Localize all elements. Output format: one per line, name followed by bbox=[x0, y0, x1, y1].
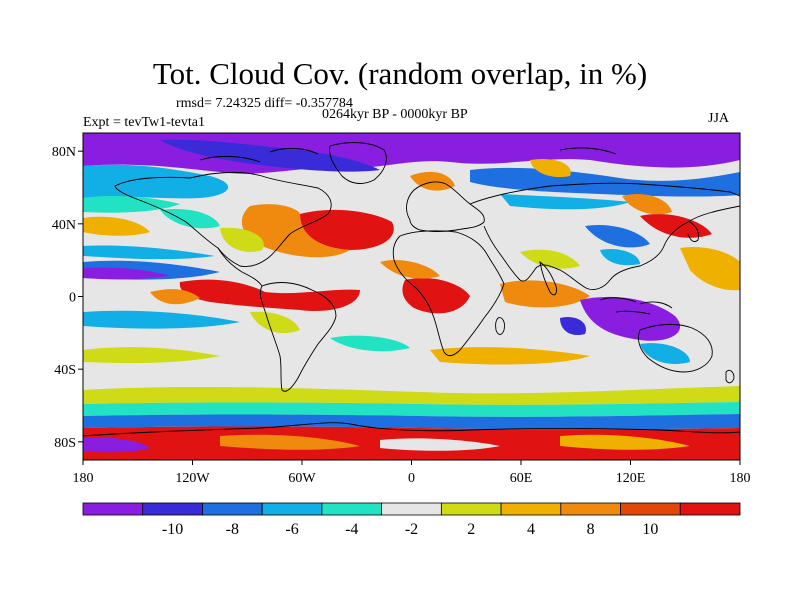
colorbar-swatch bbox=[440, 502, 502, 516]
field-tropam-red bbox=[179, 279, 360, 312]
colorbar-swatch bbox=[560, 502, 621, 516]
colorbar-label: -6 bbox=[285, 521, 298, 538]
field-pacific-purple-band bbox=[83, 267, 170, 280]
coast-north-america bbox=[114, 171, 332, 267]
lat-tick-label: 40S bbox=[54, 363, 76, 378]
field-asia-blue bbox=[585, 224, 650, 248]
colorbar-label: 8 bbox=[587, 521, 595, 538]
lon-tick-label: 120W bbox=[175, 471, 210, 486]
lat-tick-label: 40N bbox=[52, 218, 76, 233]
coast-south-america bbox=[259, 282, 337, 392]
lon-tick-label: 180 bbox=[73, 471, 94, 486]
lat-tick-label: 0 bbox=[69, 291, 76, 306]
colorbar-swatch bbox=[620, 502, 681, 516]
field-s-pacific-yellow bbox=[83, 347, 220, 364]
colorbar-swatch bbox=[679, 502, 741, 516]
field-wpac-orange bbox=[680, 246, 740, 291]
coast-central-america bbox=[217, 247, 263, 287]
colorbar-swatch bbox=[202, 502, 263, 516]
field-ne-russia-orange bbox=[530, 158, 571, 178]
field-antarctic-white bbox=[380, 438, 500, 451]
experiment-label: Expt = tevTw1-tevta1 bbox=[83, 115, 205, 130]
lon-tick-label: 120E bbox=[616, 471, 646, 486]
coast-madagascar bbox=[495, 317, 505, 335]
coast-asia bbox=[469, 182, 740, 291]
colorbar-label: 4 bbox=[527, 521, 535, 538]
field-na-teal bbox=[160, 208, 220, 229]
field-scandinavia-orange bbox=[410, 171, 455, 191]
field-so-teal bbox=[83, 402, 740, 417]
latitude-axis: 80N 40N 0 40S 80S bbox=[52, 145, 83, 451]
field-africa-red bbox=[402, 277, 470, 314]
coast-india bbox=[539, 260, 557, 296]
field-australia-cyan bbox=[640, 343, 690, 364]
longitude-axis: 180 120W 60W 0 60E 120E 180 bbox=[73, 460, 751, 486]
anomaly-field bbox=[83, 133, 740, 460]
season-label: JJA bbox=[708, 111, 730, 126]
field-indian-yellow bbox=[520, 249, 580, 269]
map-title: Tot. Cloud Cov. (random overlap, in %) bbox=[152, 56, 648, 91]
field-siberia-blue bbox=[470, 167, 740, 197]
lat-tick-label: 80S bbox=[54, 436, 76, 451]
field-maritime-blue bbox=[560, 316, 586, 336]
colorbar-swatch bbox=[261, 502, 323, 516]
colorbar-label: -4 bbox=[345, 521, 358, 538]
field-pacific-north-orange bbox=[83, 216, 150, 236]
field-sa-yellow bbox=[250, 311, 300, 334]
lon-tick-label: 60E bbox=[510, 471, 533, 486]
field-antarctic-orange bbox=[220, 434, 360, 450]
field-north-cyan-1 bbox=[83, 164, 229, 199]
field-japan-orange bbox=[622, 193, 672, 215]
time-period-label: 0264kyr BP - 0000kyr BP bbox=[322, 107, 468, 122]
colorbar-swatch bbox=[321, 502, 383, 516]
colorbar-swatch bbox=[142, 502, 203, 516]
coast-africa bbox=[392, 230, 505, 357]
field-siberia-cyan bbox=[500, 194, 630, 210]
field-africa-orange bbox=[380, 259, 440, 279]
colorbar-label: 10 bbox=[642, 521, 658, 538]
colorbar-swatch bbox=[381, 502, 442, 516]
field-maritime-purple bbox=[580, 296, 681, 341]
field-tropam-orange bbox=[150, 289, 200, 305]
field-japan-red bbox=[640, 214, 712, 238]
colorbar-label: -2 bbox=[405, 521, 418, 538]
lat-tick-label: 80N bbox=[52, 145, 76, 160]
field-asia-cyan bbox=[600, 248, 640, 266]
field-arctic-blue bbox=[160, 139, 380, 172]
field-s-indian-orange bbox=[430, 347, 590, 365]
coast-europe bbox=[406, 181, 485, 232]
lon-tick-label: 60W bbox=[288, 471, 316, 486]
colorbar-swatch bbox=[500, 502, 562, 516]
field-s-pacific-cyan bbox=[83, 310, 240, 329]
rmsd-diff-stats: rmsd= 7.24325 diff= -0.357784 bbox=[176, 96, 353, 111]
field-antarctic-yellow bbox=[560, 434, 690, 450]
field-so-blue bbox=[83, 414, 740, 430]
field-so-yellow bbox=[83, 386, 740, 405]
field-north-teal-1 bbox=[83, 196, 180, 213]
field-s-atl-cyan bbox=[330, 335, 410, 352]
coast-australia bbox=[637, 323, 713, 373]
field-indian-orange bbox=[500, 280, 590, 308]
colorbar: -10 -8 -6 -4 -2 2 4 8 10 bbox=[82, 502, 741, 538]
colorbar-label: 2 bbox=[467, 521, 475, 538]
field-antarctic-purple bbox=[83, 437, 150, 453]
coast-arctic-islands bbox=[199, 147, 617, 163]
coast-japan bbox=[687, 221, 699, 243]
colorbar-swatch bbox=[82, 502, 144, 516]
colorbar-label: -8 bbox=[226, 521, 239, 538]
field-pacific-cyan-strip bbox=[83, 245, 215, 260]
lon-tick-label: 0 bbox=[408, 471, 415, 486]
coast-new-zealand bbox=[725, 369, 735, 384]
field-arctic-purple bbox=[83, 133, 740, 174]
colorbar-label: -10 bbox=[162, 521, 183, 538]
coast-antarctica bbox=[83, 422, 740, 437]
lon-tick-label: 180 bbox=[730, 471, 751, 486]
coastlines bbox=[83, 142, 740, 437]
coast-greenland bbox=[329, 142, 387, 184]
field-na-yellow bbox=[220, 227, 264, 252]
field-natl-red bbox=[300, 209, 394, 250]
coast-indonesia bbox=[599, 297, 673, 315]
